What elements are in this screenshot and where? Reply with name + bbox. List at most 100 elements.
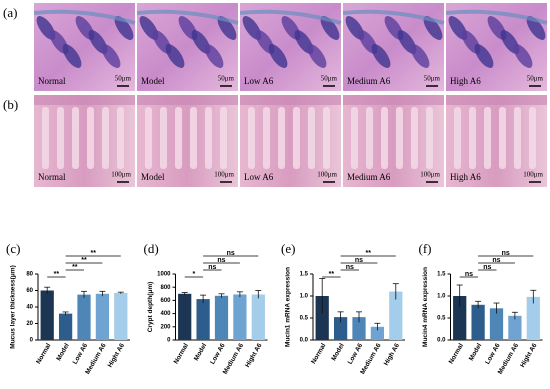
significance-label: ns (502, 250, 510, 257)
image-label: Normal (38, 76, 66, 86)
tissue (160, 107, 167, 169)
tissue (411, 107, 418, 169)
bar (315, 296, 329, 340)
y-tick-label: 1.0 (437, 294, 446, 300)
x-tick-label: High A6 (383, 342, 401, 367)
image-label: High A6 (450, 76, 481, 86)
image-label: Low A6 (244, 172, 274, 182)
significance-label: ** (81, 257, 87, 264)
tissue (72, 107, 79, 169)
significance-label: ns (355, 257, 363, 264)
tissue (410, 44, 430, 68)
significance-label: ns (208, 264, 216, 271)
scale-label: 50μm (218, 75, 235, 83)
tissue (426, 107, 433, 169)
x-tick-label: Low A6 (484, 342, 502, 366)
y-tick-label: 1.5 (300, 272, 309, 278)
x-tick-label: Low A6 (209, 342, 227, 366)
panel-label: (e) (281, 241, 295, 256)
image-label: Normal (38, 172, 66, 182)
tissue (445, 9, 548, 25)
tissue (423, 16, 443, 40)
tissue (396, 107, 403, 169)
tissue (117, 107, 124, 169)
bar (178, 293, 192, 340)
tissue (248, 107, 255, 169)
tissue (307, 44, 327, 68)
tissue (204, 44, 224, 68)
y-axis-label: Mucin4 mRNA expression (422, 267, 429, 347)
scale-label: 100μm (214, 171, 234, 179)
scale-label: 50μm (115, 75, 132, 83)
panel-label: (d) (144, 241, 159, 256)
x-tick-label: Model (193, 342, 209, 362)
y-tick-label: 40 (26, 305, 33, 311)
tissue (175, 107, 182, 169)
tissue (293, 107, 300, 169)
y-tick-label: 0.0 (300, 338, 309, 344)
tissue (320, 16, 340, 40)
tissue (529, 107, 536, 169)
y-tick-label: 0 (167, 338, 171, 344)
bar (370, 326, 385, 340)
y-tick-label: 200 (160, 324, 171, 330)
x-tick-label: Normal (310, 342, 327, 365)
bar (95, 293, 110, 340)
bar (114, 292, 128, 340)
y-tick-label: 0 (30, 338, 34, 344)
tissue (514, 107, 521, 169)
bar (214, 295, 229, 340)
tissue (371, 44, 391, 68)
bar (77, 294, 91, 340)
tissue (268, 44, 288, 68)
tissue (190, 107, 197, 169)
tissue (145, 107, 152, 169)
tissue (217, 16, 237, 40)
tissue (220, 107, 227, 169)
significance-label: ns (217, 257, 225, 264)
y-tick-label: 600 (160, 298, 171, 304)
significance-label: ** (54, 271, 60, 278)
significance-label: ns (346, 264, 354, 271)
x-tick-label: Hight A6 (244, 342, 263, 369)
panel-label: (a) (3, 5, 17, 20)
image-label: Low A6 (244, 76, 274, 86)
scale-label: 100μm (111, 171, 131, 179)
tissue (308, 107, 315, 169)
y-tick-label: 0.0 (437, 338, 446, 344)
tissue (474, 44, 494, 68)
tissue (343, 95, 444, 105)
bar (389, 291, 403, 340)
tissue (136, 9, 239, 25)
tissue (278, 107, 285, 169)
significance-label: * (193, 271, 196, 278)
y-axis-label: Mucus layer thickness(μm) (10, 265, 17, 348)
tissue (102, 107, 109, 169)
significance-label: ns (227, 250, 235, 257)
y-tick-label: 1.5 (437, 272, 446, 278)
x-tick-label: Normal (448, 342, 465, 365)
bar (489, 308, 504, 340)
bar (471, 304, 485, 340)
scale-label: 50μm (527, 75, 544, 83)
tissue (165, 44, 185, 68)
scale-label: 50μm (321, 75, 338, 83)
tissue (87, 107, 94, 169)
y-tick-label: 80 (26, 272, 33, 278)
tissue (205, 107, 212, 169)
y-tick-label: 800 (160, 285, 171, 291)
tissue (484, 107, 491, 169)
scale-label: 100μm (523, 171, 543, 179)
image-label: High A6 (450, 172, 481, 182)
tissue (381, 107, 388, 169)
tissue (351, 107, 358, 169)
tissue (366, 107, 373, 169)
significance-label: ns (465, 271, 473, 278)
x-tick-label: Hight A6 (519, 342, 538, 369)
significance-label: ns (492, 257, 500, 264)
tissue (239, 9, 342, 25)
tissue (34, 95, 135, 105)
significance-label: ** (72, 264, 78, 271)
significance-label: ** (90, 250, 96, 257)
